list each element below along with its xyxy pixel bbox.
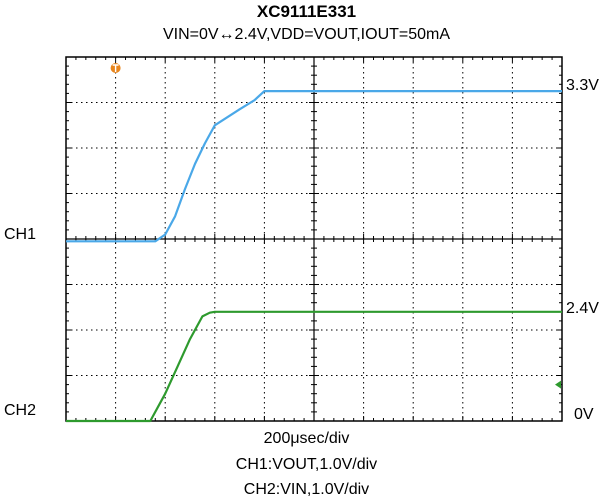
ch1-scale-label: CH1:VOUT,1.0V/div xyxy=(235,456,378,473)
ch2-level-label: 2.4V xyxy=(566,300,599,317)
ch1-level-label: 3.3V xyxy=(566,77,599,94)
page-title: XC9111E331 xyxy=(256,2,357,21)
zero-level-label: 0V xyxy=(574,406,594,423)
ch2-ground-label: CH2 xyxy=(4,402,37,419)
ch2-vin-trace xyxy=(66,310,562,423)
ch2-scale-label: CH2:VIN,1.0V/div xyxy=(243,481,370,498)
timebase-label: 200μsec/div xyxy=(263,430,350,447)
chart-subtitle: VIN=0V↔2.4V,VDD=VOUT,IOUT=50mA xyxy=(162,26,451,43)
trigger-level-arrow-icon xyxy=(555,380,561,389)
ch1-vout-trace xyxy=(66,89,562,243)
ch1-ground-label: CH1 xyxy=(4,226,37,243)
trigger-glyph-icon xyxy=(112,64,119,72)
